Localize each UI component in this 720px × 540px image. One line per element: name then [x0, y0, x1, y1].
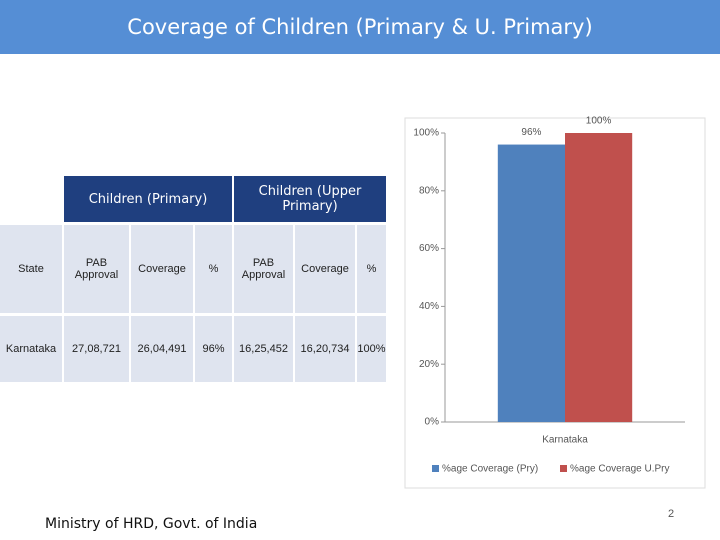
footer: Ministry of HRD, Govt. of India: [45, 516, 258, 532]
legend-swatch: [560, 465, 567, 472]
table-cell: %: [357, 225, 386, 313]
table-cell: 27,08,721: [64, 316, 129, 382]
table-cell: 26,04,491: [131, 316, 193, 382]
table-cell: 100%: [357, 316, 386, 382]
title-bar: Coverage of Children (Primary & U. Prima…: [0, 0, 720, 54]
bar: [497, 144, 565, 422]
page-number: 2: [668, 508, 675, 520]
slide-title: Coverage of Children (Primary & U. Prima…: [127, 15, 593, 39]
table-cell: Coverage: [131, 225, 193, 313]
value-label: 96%: [521, 127, 541, 138]
value-label: 100%: [586, 116, 612, 127]
y-tick-label: 20%: [419, 359, 439, 370]
table-cell: %: [195, 225, 232, 313]
y-tick-label: 100%: [413, 128, 439, 139]
table-cell: 16,25,452: [234, 316, 293, 382]
legend-swatch: [432, 465, 439, 472]
table-cell: 16,20,734: [295, 316, 355, 382]
legend-label: %age Coverage U.Pry: [570, 464, 670, 475]
table-cell: Karnataka: [0, 316, 62, 382]
y-tick-label: 40%: [419, 301, 439, 312]
legend-label: %age Coverage (Pry): [442, 464, 538, 475]
table-cell: PAB Approval: [234, 225, 293, 313]
y-tick-label: 60%: [419, 243, 439, 254]
table-cell: Children (Primary): [64, 176, 232, 222]
table-cell: Children (Upper Primary): [234, 176, 386, 222]
y-tick-label: 0%: [425, 417, 440, 428]
table-cell: Coverage: [295, 225, 355, 313]
bar: [565, 133, 633, 422]
x-tick-label: Karnataka: [542, 435, 588, 446]
table-cell: State: [0, 225, 62, 313]
y-tick-label: 80%: [419, 185, 439, 196]
table-cell: 96%: [195, 316, 232, 382]
table-cell: PAB Approval: [64, 225, 129, 313]
